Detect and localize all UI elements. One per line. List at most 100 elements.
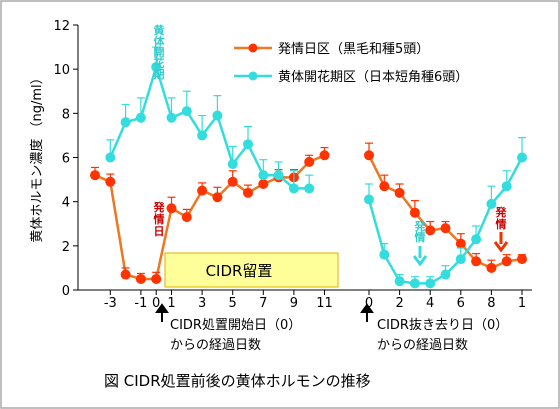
data-point: [486, 262, 497, 273]
data-point: [409, 278, 420, 289]
data-point: [120, 269, 131, 280]
data-point: [379, 249, 390, 260]
x-tick-label: -1: [134, 296, 147, 311]
y-tick-label: 4: [62, 196, 70, 211]
data-point: [105, 152, 116, 163]
data-point: [212, 192, 223, 203]
data-point: [151, 61, 162, 72]
data-point: [319, 150, 330, 161]
x-label-right-line2: からの経過日数: [377, 338, 468, 353]
x-label-left-line1: CIDR処置開始日（0）: [170, 318, 301, 333]
annotation-estrus-left: 発情日: [153, 200, 166, 238]
data-point: [440, 269, 451, 280]
cidr-period-label: CIDR留置: [206, 262, 273, 280]
annotation-char: 開: [154, 46, 165, 59]
annotation-luteal: 黄体開花期: [154, 23, 166, 81]
data-point: [258, 170, 269, 181]
data-point: [517, 254, 527, 265]
data-point: [227, 176, 238, 187]
x-tick-label: 3: [198, 296, 206, 311]
y-tick-label: 6: [62, 152, 70, 167]
x-tick-label: -3: [104, 296, 117, 311]
x-tick-label: 9: [290, 296, 298, 311]
data-point: [166, 203, 177, 214]
annotation-char: 発: [414, 219, 427, 233]
data-point: [425, 225, 436, 236]
data-point: [212, 110, 223, 121]
data-point: [243, 187, 253, 198]
data-point: [288, 183, 299, 194]
data-point: [258, 179, 269, 189]
data-point: [501, 181, 512, 192]
y-tick-label: 2: [62, 240, 70, 255]
legend-marker-luteal: [248, 71, 258, 81]
data-point: [243, 139, 253, 150]
data-point: [273, 170, 284, 181]
x-tick-label: 11: [316, 296, 333, 311]
x-label-right-line1: CIDR抜き去り日（0）: [377, 317, 508, 333]
data-point: [181, 212, 192, 223]
data-point: [501, 256, 512, 267]
data-point: [364, 150, 374, 161]
y-tick-label: 8: [62, 107, 70, 122]
data-point: [120, 117, 131, 128]
x-tick-label: 8: [487, 296, 495, 311]
data-point: [304, 183, 315, 194]
data-point: [135, 112, 146, 123]
y-axis-label-group: 黄体ホルモン濃度 （ng/ml）: [29, 71, 45, 242]
figure-caption: 図 CIDR処置前後の黄体ホルモンの推移: [104, 372, 371, 390]
data-point: [90, 170, 100, 181]
data-point: [197, 185, 208, 196]
annotation-char: 発: [153, 200, 166, 214]
arrow-down-red: [493, 232, 509, 253]
annotation-char: 黄: [154, 23, 165, 37]
data-point: [455, 254, 466, 265]
x-tick-label: 4: [426, 296, 434, 311]
x-tick-label: 0: [365, 296, 373, 311]
series-group: [90, 46, 527, 289]
arrow-down-cyan: [412, 246, 428, 267]
annotation-char: 体: [154, 34, 166, 48]
y-tick-label: 0: [62, 284, 70, 299]
arrow-up-left-icon: [155, 303, 169, 322]
y-tick-label: 10: [53, 63, 70, 78]
data-point: [471, 256, 482, 267]
y-tick-label: 12: [53, 19, 70, 34]
y-ticks: 0 2 4 6 8 10 12: [53, 19, 78, 299]
annotation-char: 期: [154, 67, 165, 81]
data-point: [394, 187, 405, 198]
data-point: [455, 238, 466, 249]
data-point: [409, 207, 420, 218]
data-point: [364, 194, 374, 205]
data-point: [227, 159, 238, 170]
data-point: [440, 223, 451, 234]
x-tick-label: 1: [518, 296, 526, 311]
legend-label-estrus: 発情日区（黒毛和種5頭）: [278, 41, 429, 57]
data-point: [394, 276, 405, 287]
annotation-char: 発: [495, 205, 508, 219]
x-tick-label: 5: [229, 296, 237, 311]
annotation-estrus-right: 発情: [495, 205, 508, 231]
x-tick-label: 1: [167, 296, 175, 311]
x-ticks: -3 -1 1 3 5 7 9 11 0 2 4 6 8 10: [104, 290, 526, 311]
data-point: [105, 176, 116, 187]
annotation-estrus-cyan: 発情: [414, 219, 427, 244]
data-point: [151, 273, 162, 284]
x-tick-label: 0: [152, 296, 160, 311]
data-point: [304, 156, 315, 167]
annotation-char: 日: [154, 225, 165, 238]
x-tick-label: 6: [457, 296, 465, 311]
annotation-char: 花: [154, 56, 165, 70]
data-point: [166, 112, 177, 123]
data-point: [379, 181, 390, 192]
legend-label-luteal: 黄体開花期区（日本短角種6頭）: [278, 69, 468, 85]
series-line-0-left: [94, 154, 325, 281]
legend: 発情日区（黒毛和種5頭） 黄体開花期区（日本短角種6頭）: [234, 41, 468, 85]
data-point: [471, 234, 482, 245]
x-label-left-line2: からの経過日数: [170, 338, 261, 353]
data-point: [425, 278, 436, 289]
x-tick-label: 7: [259, 296, 267, 311]
data-point: [517, 152, 527, 163]
